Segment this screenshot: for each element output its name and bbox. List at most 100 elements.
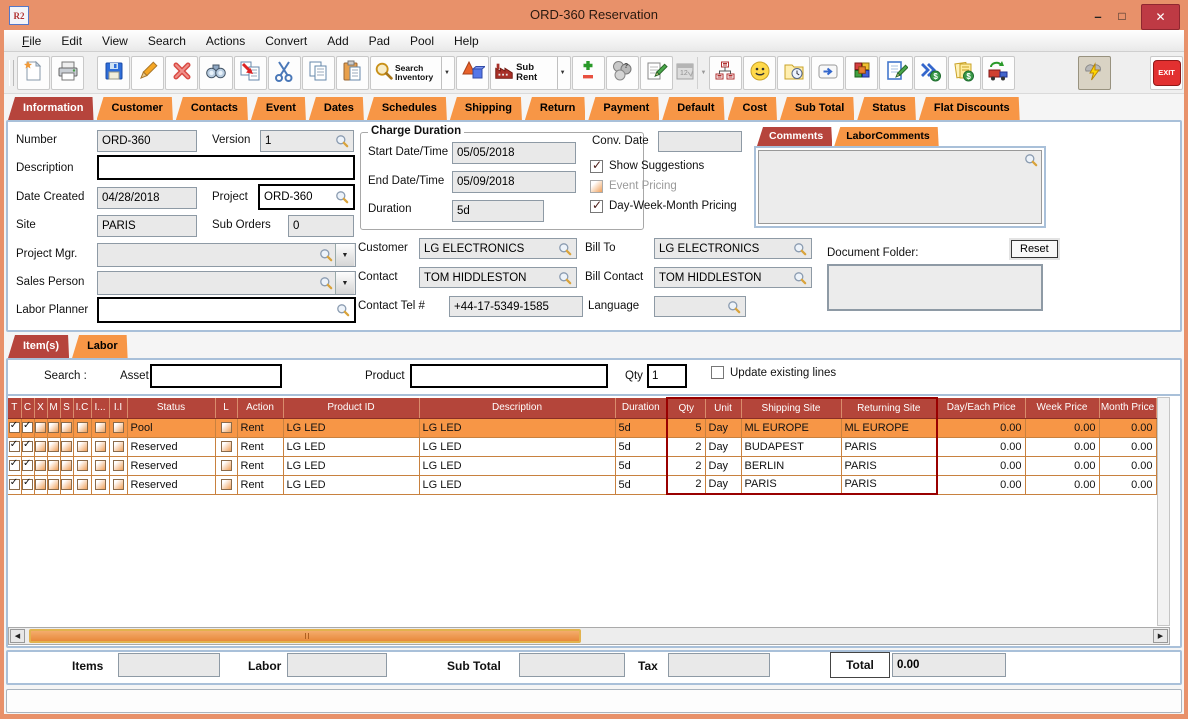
row-flag-cell[interactable] <box>47 418 61 438</box>
checkbox-icon[interactable] <box>220 441 232 453</box>
grid-cell[interactable]: PARIS <box>841 437 938 457</box>
tab-comments[interactable]: Comments <box>757 127 832 146</box>
checkbox-icon[interactable] <box>76 422 88 434</box>
copy-button[interactable] <box>301 55 335 90</box>
show-suggestions-checkbox[interactable] <box>590 158 603 173</box>
row-flag-cell[interactable] <box>109 437 128 457</box>
sub-rent-button[interactable]: Sub Rent ▼ <box>490 55 571 90</box>
tab-customer[interactable]: Customer <box>97 97 173 120</box>
delete-button[interactable] <box>165 55 199 90</box>
shortcut-key-button[interactable] <box>811 55 845 90</box>
row-flag-cell[interactable] <box>109 475 128 495</box>
row-flag-cell[interactable] <box>60 456 74 476</box>
checkbox-icon[interactable] <box>22 439 33 453</box>
row-flag-cell[interactable] <box>73 475 92 495</box>
checkbox-icon[interactable] <box>35 441 46 453</box>
toolbar-grip[interactable] <box>9 59 14 86</box>
row-flag-cell[interactable] <box>215 456 238 476</box>
duration-field[interactable]: 5d <box>452 200 544 222</box>
language-field[interactable] <box>654 296 746 317</box>
new-document-button[interactable] <box>16 55 51 90</box>
sub-orders-field[interactable]: 0 <box>288 215 354 237</box>
tab-return[interactable]: Return <box>525 97 585 120</box>
grid-cell[interactable]: ML EUROPE <box>741 418 842 438</box>
sales-person-field[interactable]: ▼ <box>97 271 356 295</box>
contacts-button[interactable] <box>743 55 777 90</box>
close-button[interactable]: ✕ <box>1141 4 1180 30</box>
column-header[interactable]: Product ID <box>283 398 420 419</box>
menu-actions[interactable]: Actions <box>205 33 246 48</box>
column-header[interactable]: Action <box>237 398 284 419</box>
checkbox-icon[interactable] <box>8 420 20 434</box>
scroll-thumb[interactable] <box>29 629 581 643</box>
language-lookup-icon[interactable] <box>727 300 741 314</box>
scroll-right-arrow[interactable]: ▶ <box>1153 629 1168 643</box>
checkbox-icon[interactable] <box>8 458 20 472</box>
grid-cell[interactable]: 0.00 <box>1099 456 1157 476</box>
checkbox-icon[interactable] <box>94 479 106 491</box>
column-header[interactable]: S <box>60 398 74 419</box>
row-flag-cell[interactable] <box>8 418 22 438</box>
grid-cell[interactable]: 5d <box>615 437 668 457</box>
row-flag-cell[interactable] <box>91 418 110 438</box>
tab-flat-discounts[interactable]: Flat Discounts <box>919 97 1020 120</box>
grid-cell[interactable]: LG LED <box>419 418 616 438</box>
checkbox-icon[interactable] <box>48 479 59 491</box>
tab-dates[interactable]: Dates <box>309 97 364 120</box>
checkbox-icon[interactable] <box>94 441 106 453</box>
checkbox-icon[interactable] <box>22 420 33 434</box>
row-flag-cell[interactable] <box>34 418 48 438</box>
row-flag-cell[interactable] <box>34 456 48 476</box>
grid-cell[interactable]: Pool <box>127 418 216 438</box>
grid-cell[interactable]: LG LED <box>283 475 420 495</box>
checkbox-icon[interactable] <box>35 460 46 472</box>
bill-contact-field[interactable]: TOM HIDDLESTON <box>654 267 812 288</box>
row-flag-cell[interactable] <box>21 418 35 438</box>
grid-cell[interactable]: BUDAPEST <box>741 437 842 457</box>
date-created-field[interactable]: 04/28/2018 <box>97 187 197 209</box>
tab-payment[interactable]: Payment <box>588 97 659 120</box>
checkbox-icon[interactable] <box>112 422 124 434</box>
grid-cell[interactable]: 5 <box>666 418 706 438</box>
grid-cell[interactable]: Day <box>705 475 742 495</box>
paste-button[interactable] <box>335 55 370 90</box>
column-header[interactable]: Duration <box>615 398 668 419</box>
search-inventory-button[interactable]: Search Inventory ▼ <box>370 55 455 90</box>
grid-cell[interactable]: Day <box>705 437 742 457</box>
menu-convert[interactable]: Convert <box>265 33 308 48</box>
checkbox-icon[interactable] <box>76 441 88 453</box>
tab-schedules[interactable]: Schedules <box>367 97 447 120</box>
row-flag-cell[interactable] <box>73 437 92 457</box>
checkbox-icon[interactable] <box>220 479 232 491</box>
column-header[interactable]: Shipping Site <box>741 397 842 419</box>
column-header[interactable]: Qty <box>666 397 706 419</box>
bill-to-lookup-icon[interactable] <box>793 242 807 256</box>
checkbox-icon[interactable] <box>35 422 46 434</box>
checkbox-icon[interactable] <box>94 422 106 434</box>
tab-labor[interactable]: Labor <box>72 335 128 358</box>
labor-planner-lookup-icon[interactable] <box>336 303 350 317</box>
minimize-button[interactable]: – <box>1094 8 1102 24</box>
row-flag-cell[interactable] <box>8 456 22 476</box>
tab-item-s-[interactable]: Item(s) <box>8 335 69 358</box>
catalog-shapes-button[interactable] <box>455 55 490 90</box>
grid-cell[interactable]: 0.00 <box>937 418 1026 438</box>
column-header[interactable]: I.C <box>73 398 92 419</box>
reset-button[interactable]: Reset <box>1011 240 1058 258</box>
checkbox-icon[interactable] <box>8 439 20 453</box>
save-button[interactable] <box>97 55 131 90</box>
history-folder-button[interactable] <box>777 55 811 90</box>
inventory-cubes-button[interactable] <box>845 55 879 90</box>
column-header[interactable]: Month Price <box>1099 398 1157 419</box>
menu-view[interactable]: View <box>102 33 128 48</box>
update-existing-lines-checkbox[interactable] <box>711 366 724 379</box>
row-flag-cell[interactable] <box>60 437 74 457</box>
row-flag-cell[interactable] <box>109 418 128 438</box>
row-flag-cell[interactable] <box>73 418 92 438</box>
checkbox-icon[interactable] <box>76 460 88 472</box>
project-mgr-field[interactable]: ▼ <box>97 243 356 267</box>
tab-shipping[interactable]: Shipping <box>450 97 522 120</box>
number-field[interactable]: ORD-360 <box>97 130 197 152</box>
column-header[interactable]: X <box>34 398 48 419</box>
add-remove-lines-button[interactable] <box>571 55 605 90</box>
